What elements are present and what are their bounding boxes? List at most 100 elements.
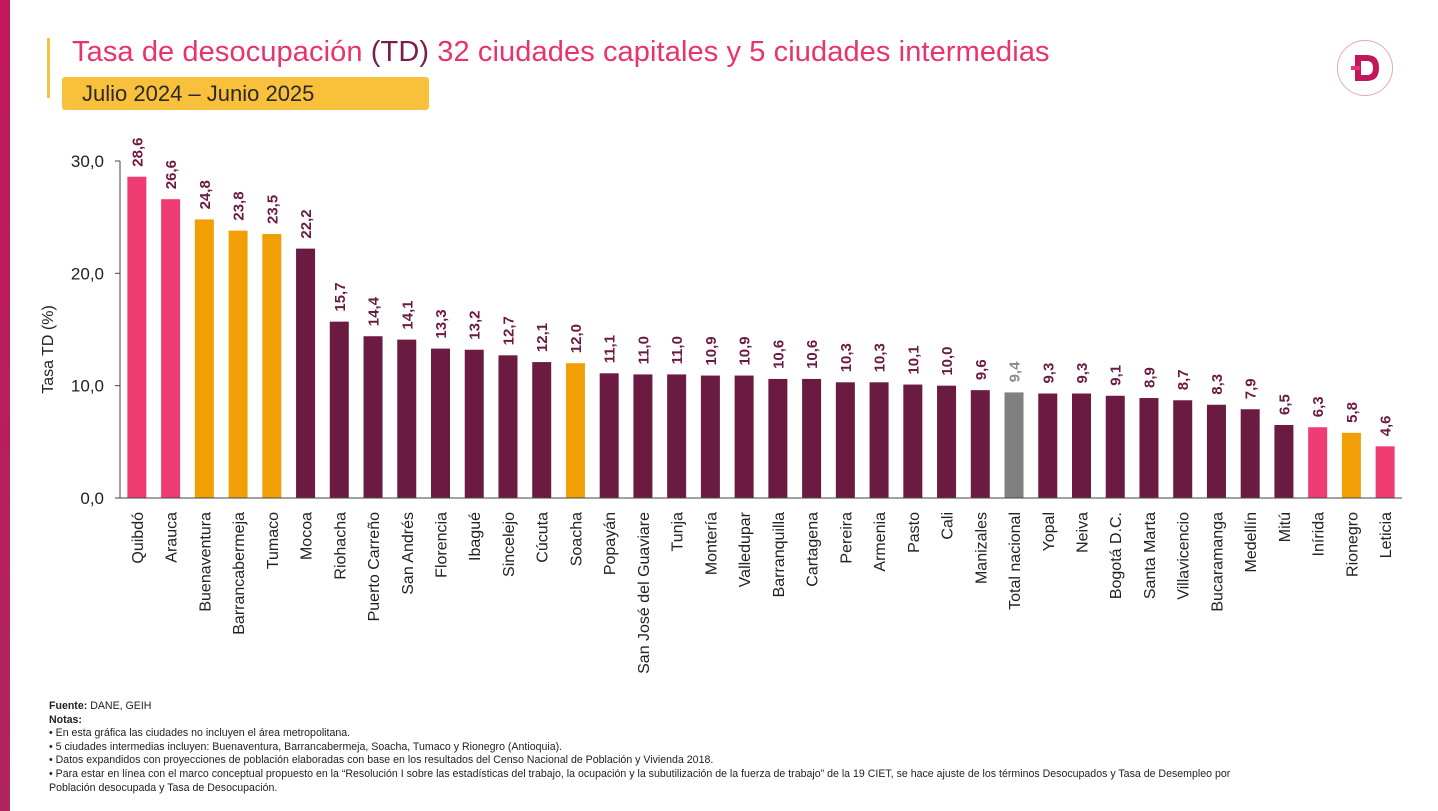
bar [1139, 398, 1159, 498]
title-part-b: (TD) [370, 36, 430, 68]
category-label: Quibdó [130, 512, 147, 564]
category-label: Montería [703, 512, 720, 575]
note-item: • 5 ciudades intermedias incluyen: Buena… [49, 740, 563, 753]
bar [768, 378, 788, 498]
data-label: 15,7 [332, 282, 349, 311]
source-text: DANE, GEIH [87, 700, 152, 712]
category-label: Santa Marta [1142, 512, 1159, 599]
category-label: Armenia [872, 512, 889, 572]
data-label: 28,6 [129, 138, 146, 167]
data-label: 7,9 [1243, 378, 1260, 399]
bar [700, 375, 720, 498]
data-label: 24,8 [197, 180, 214, 209]
category-label: Tumaco [265, 512, 282, 569]
footnotes: Fuente: DANE, GEIH Notas: • En esta gráf… [49, 700, 1419, 795]
category-label: Ibagué [467, 512, 484, 561]
category-label: Soacha [568, 512, 585, 566]
bar [532, 362, 552, 498]
bar [1375, 446, 1395, 498]
bar [1105, 395, 1125, 498]
bar [464, 349, 484, 498]
bar [1341, 432, 1361, 498]
bar [431, 348, 450, 498]
bar [667, 374, 687, 498]
note-item: • Datos expandidos con proyecciones de p… [49, 754, 714, 767]
category-label: Mitú [1277, 512, 1294, 542]
category-label: Tunja [670, 512, 687, 552]
title-part-a: Tasa de desocupación [72, 36, 371, 68]
category-label: Medellín [1243, 512, 1260, 572]
category-label: Riohacha [332, 512, 349, 580]
bar [194, 219, 214, 498]
bar [1173, 400, 1193, 498]
data-label: 22,2 [298, 209, 315, 238]
category-label: Barrancabermeja [231, 512, 248, 635]
data-label: 9,4 [1007, 361, 1024, 383]
y-axis-title: Tasa TD (%) [40, 305, 57, 394]
bar [397, 339, 417, 498]
category-label: Valledupar [737, 511, 754, 587]
category-label: Popayán [602, 512, 619, 575]
category-label: Buenaventura [197, 512, 214, 612]
category-label: Neiva [1075, 512, 1092, 553]
bar [262, 234, 282, 498]
data-label: 10,0 [939, 346, 956, 375]
category-label: Inírida [1311, 512, 1328, 557]
data-label: 9,6 [973, 359, 990, 380]
source-label: Fuente: [49, 700, 88, 712]
category-label: San José del Guaviare [636, 512, 653, 674]
bar [565, 363, 585, 498]
category-label: Cartagena [805, 512, 822, 587]
bar [1274, 424, 1294, 498]
data-label: 23,8 [231, 191, 248, 220]
data-label: 10,1 [905, 345, 922, 374]
category-label: Pereira [838, 512, 855, 564]
category-label: Bogotá D.C. [1108, 512, 1125, 599]
bar [1038, 393, 1058, 498]
data-label: 6,3 [1310, 396, 1327, 417]
data-label: 8,9 [1141, 367, 1158, 388]
data-label: 10,6 [770, 340, 787, 369]
data-label: 13,2 [467, 311, 484, 340]
bar [835, 382, 855, 498]
data-label: 13,3 [433, 309, 450, 338]
data-label: 10,3 [838, 343, 855, 372]
title-part-c: 32 ciudades capitales y 5 ciudades inter… [429, 36, 1050, 68]
data-label: 4,6 [1378, 415, 1395, 436]
data-label: 10,9 [703, 336, 720, 365]
source-line: Fuente: DANE, GEIH [49, 700, 1419, 714]
bar [633, 374, 653, 498]
y-tick-label: 20,0 [71, 264, 104, 283]
bar [1308, 427, 1328, 498]
bar [127, 176, 147, 498]
data-label: 8,7 [1175, 369, 1192, 390]
category-label: San Andrés [400, 512, 417, 595]
bar [161, 199, 181, 498]
period-badge: Julio 2024 – Junio 2025 [62, 77, 429, 110]
bar [296, 248, 316, 498]
note-item: Población desocupada y Tasa de Desocupac… [49, 781, 278, 794]
data-label: 12,7 [500, 316, 517, 345]
bar [734, 375, 754, 498]
y-tick-label: 10,0 [71, 377, 104, 396]
bar [329, 321, 349, 498]
dane-logo-icon [1337, 40, 1393, 96]
data-label: 14,1 [399, 300, 416, 329]
bar [1072, 393, 1091, 498]
bar [802, 378, 822, 498]
data-label: 14,4 [366, 296, 383, 326]
data-label: 10,3 [872, 343, 889, 372]
category-label: Florencia [434, 512, 451, 578]
category-label: Rionegro [1344, 512, 1361, 577]
y-tick-label: 30,0 [71, 152, 104, 171]
category-label: Arauca [164, 512, 181, 563]
bar [937, 385, 957, 498]
data-label: 12,0 [568, 324, 585, 353]
bar [599, 373, 619, 498]
note-item: • Para estar en línea con el marco conce… [49, 767, 1231, 780]
bar [1004, 392, 1024, 498]
bar [1206, 404, 1226, 498]
data-label: 9,3 [1040, 363, 1057, 384]
category-label: Cúcuta [535, 512, 552, 563]
